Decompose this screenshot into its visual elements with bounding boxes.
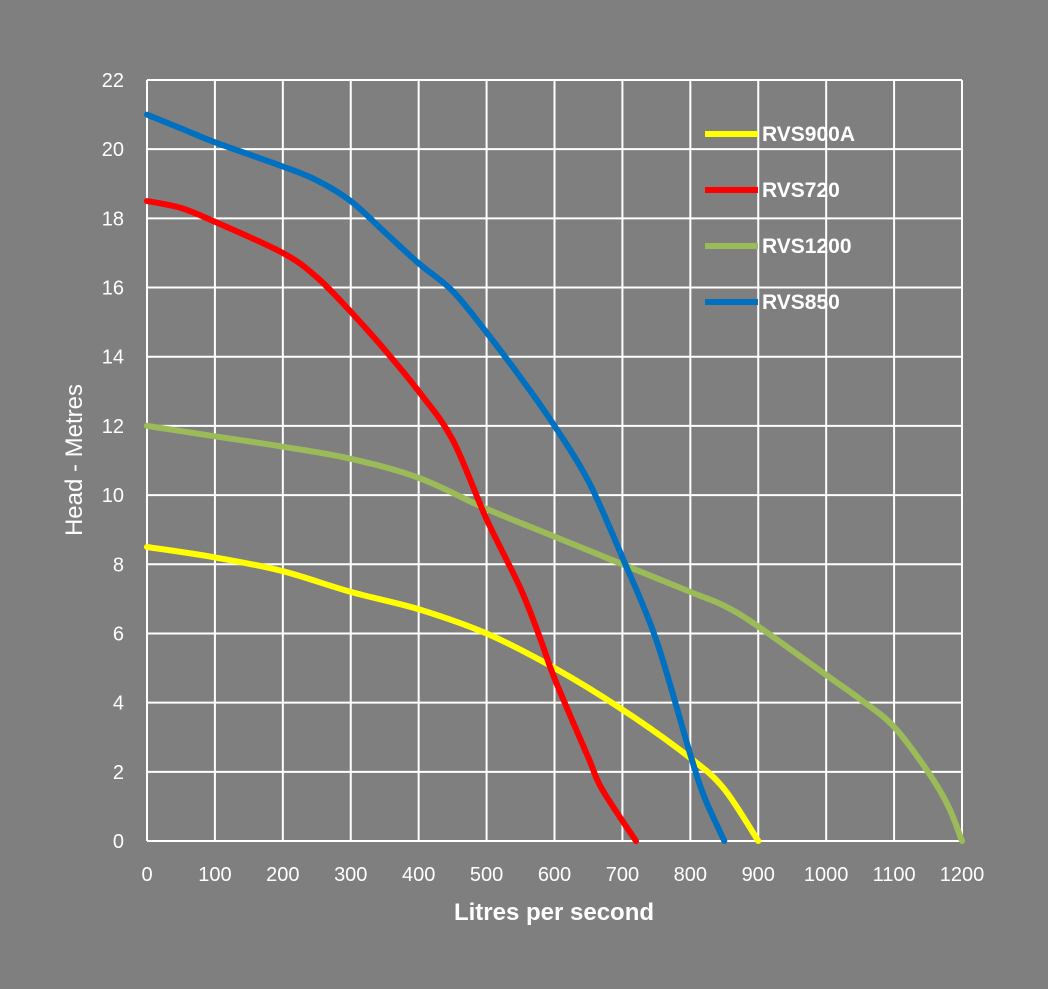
legend-label-rvs900a: RVS900A	[762, 123, 855, 146]
x-tick-label: 600	[538, 864, 571, 886]
x-tick-label: 800	[674, 864, 707, 886]
y-tick-label: 0	[113, 831, 124, 853]
y-tick-label: 20	[102, 139, 124, 161]
y-tick-label: 2	[113, 762, 124, 784]
legend-label-rvs1200: RVS1200	[762, 235, 852, 258]
series-line-rvs900a	[144, 544, 762, 844]
y-axis-title: Head - Metres	[61, 384, 88, 536]
x-tick-label: 700	[606, 864, 639, 886]
x-tick-label: 1100	[873, 864, 916, 886]
x-tick-label: 500	[470, 864, 503, 886]
x-tick-label: 100	[198, 864, 231, 886]
y-tick-label: 4	[113, 693, 124, 715]
y-tick-label: 10	[102, 485, 124, 507]
y-tick-label: 22	[102, 70, 124, 92]
y-tick-label: 6	[113, 623, 124, 645]
series-lines	[144, 111, 965, 844]
legend-label-rvs850: RVS850	[762, 291, 840, 314]
tick-labels: 0 100 200 300 400 500 600 700 800 900 1000 1100 1200…	[102, 70, 985, 886]
y-tick-label: 14	[102, 347, 124, 369]
series-line-rvs850	[144, 111, 728, 844]
series-line-rvs1200	[144, 422, 965, 844]
y-tick-label: 12	[102, 416, 124, 438]
x-tick-label: 900	[742, 864, 775, 886]
x-tick-label: 300	[334, 864, 367, 886]
legend-label-rvs720: RVS720	[762, 179, 840, 202]
x-axis-title: Litres per second	[454, 899, 654, 926]
y-tick-label: 8	[113, 554, 124, 576]
series-line-rvs720	[144, 198, 639, 844]
x-tick-label: 200	[266, 864, 299, 886]
y-tick-label: 18	[102, 208, 124, 230]
x-tick-label: 1000	[804, 864, 849, 886]
x-tick-label: 0	[141, 864, 152, 886]
y-tick-label: 16	[102, 278, 124, 300]
legend: RVS900A RVS720 RVS1200 RVS850	[705, 123, 855, 314]
x-tick-label: 400	[402, 864, 435, 886]
grid-lines	[146, 79, 963, 842]
x-tick-label: 1200	[940, 864, 985, 886]
